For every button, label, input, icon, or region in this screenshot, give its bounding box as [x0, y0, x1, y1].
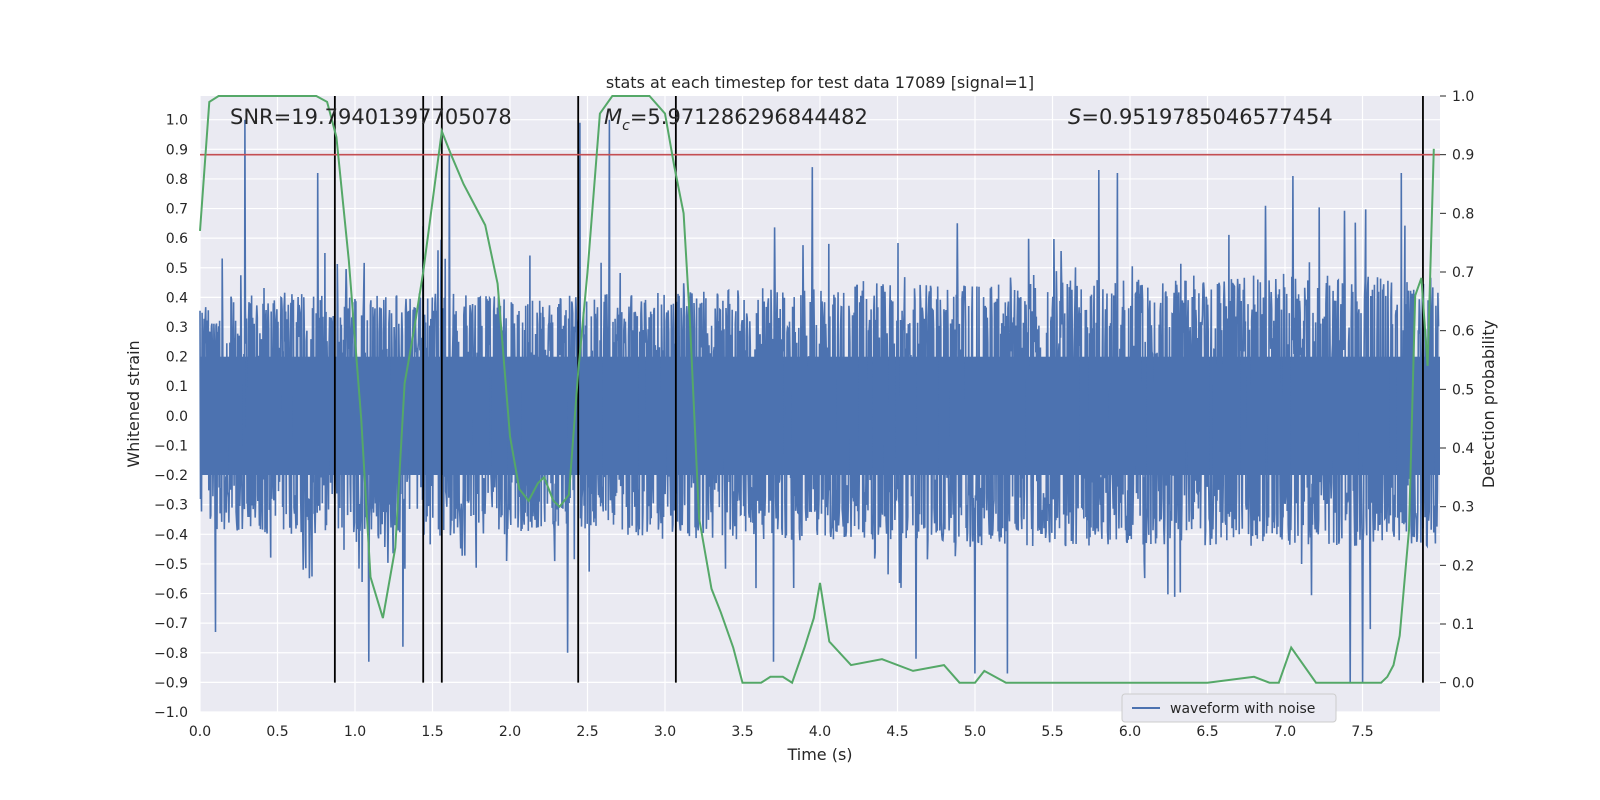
y-tick-label: −0.4 [154, 527, 188, 543]
y2-tick-label: 1.0 [1452, 89, 1474, 105]
y-tick-label: 0.2 [166, 350, 188, 366]
y-tick-label: −0.2 [154, 468, 188, 484]
chirp-mass-annotation: Mc=5.971286296844482 [604, 105, 868, 134]
x-tick-label: 1.5 [421, 724, 443, 740]
x-axis-ticks: 0.0 0.5 1.0 1.5 2.0 2.5 3.0 3.5 4.0 4.5 5.0 5.5 6.0 6… [189, 724, 1374, 740]
chirp-mass-subscript: c [622, 118, 630, 134]
y2-tick-label: 0.7 [1452, 265, 1474, 281]
x-tick-label: 2.5 [576, 724, 598, 740]
x-tick-label: 6.0 [1119, 724, 1141, 740]
y2-tick-label: 0.9 [1452, 148, 1474, 164]
y-tick-label: 1.0 [166, 113, 188, 129]
x-tick-label: 3.5 [731, 724, 753, 740]
legend: waveform with noise [1121, 693, 1337, 723]
y2-tick-label: 0.0 [1452, 676, 1474, 692]
vertical-markers [333, 96, 1424, 683]
y-tick-label: 0.0 [166, 409, 188, 425]
y-tick-label: 0.6 [166, 231, 188, 247]
y-tick-label: 0.8 [166, 172, 188, 188]
y2-tick-label: 0.3 [1452, 500, 1474, 516]
x-tick-label: 5.0 [964, 724, 986, 740]
y-tick-label: −0.1 [154, 438, 188, 454]
y-tick-label: −0.3 [154, 498, 188, 514]
y-tick-label: −1.0 [154, 705, 188, 721]
legend-label: waveform with noise [1170, 701, 1315, 717]
spin-annotation: S=0.9519785046577454 [1068, 105, 1333, 129]
y2-tick-label: 0.4 [1452, 441, 1474, 457]
y2-axis-label: Detection probability [1479, 320, 1498, 488]
x-tick-label: 4.0 [809, 724, 831, 740]
waveform-line [199, 119, 1440, 683]
x-tick-label: 5.5 [1041, 724, 1063, 740]
x-axis-label: Time (s) [786, 745, 852, 764]
y2-tick-label: 0.8 [1452, 206, 1474, 222]
x-tick-label: 6.5 [1196, 724, 1218, 740]
spin-symbol: S [1068, 105, 1081, 129]
y-tick-label: 0.4 [166, 290, 188, 306]
y-tick-label: −0.5 [154, 557, 188, 573]
y2-tick-label: 0.2 [1452, 558, 1474, 574]
y-axis-ticks: −1.0 −0.9 −0.8 −0.7 −0.6 −0.5 −0.4 −0.3 −0.2 −0.1… [154, 113, 188, 721]
x-tick-label: 4.5 [886, 724, 908, 740]
y2-tick-label: 0.1 [1452, 617, 1474, 633]
y-tick-label: 0.3 [166, 320, 188, 336]
legend-box [1121, 693, 1337, 723]
y-tick-label: 0.5 [166, 261, 188, 277]
chirp-mass-symbol: M [604, 105, 622, 129]
x-tick-label: 2.0 [499, 724, 521, 740]
x-tick-label: 0.0 [189, 724, 211, 740]
detection-probability-series [199, 95, 1435, 685]
y2-tick-label: 0.6 [1452, 324, 1474, 340]
y2-axis-ticks: 0.0 0.1 0.2 0.3 0.4 0.5 0.6 0.7 0.8 0.9 1.0 [1440, 89, 1474, 692]
x-tick-label: 1.0 [344, 724, 366, 740]
x-tick-label: 0.5 [266, 724, 288, 740]
probability-line [199, 95, 1435, 685]
y-tick-label: −0.6 [154, 587, 188, 603]
snr-annotation: SNR=19.79401397705078 [230, 105, 512, 129]
y-tick-label: −0.9 [154, 675, 188, 691]
y-tick-label: 0.9 [166, 142, 188, 158]
chirp-mass-value: =5.971286296844482 [630, 105, 868, 129]
y-tick-label: −0.8 [154, 646, 188, 662]
y-tick-label: −0.7 [154, 616, 188, 632]
chart-title: stats at each timestep for test data 170… [606, 73, 1034, 92]
y2-tick-label: 0.5 [1452, 382, 1474, 398]
x-tick-label: 7.0 [1274, 724, 1296, 740]
y-tick-label: 0.7 [166, 202, 188, 218]
y-tick-label: 0.1 [166, 379, 188, 395]
spin-value: =0.9519785046577454 [1081, 105, 1332, 129]
x-tick-label: 3.0 [654, 724, 676, 740]
x-tick-label: 7.5 [1351, 724, 1373, 740]
y-axis-label: Whitened strain [124, 340, 143, 467]
